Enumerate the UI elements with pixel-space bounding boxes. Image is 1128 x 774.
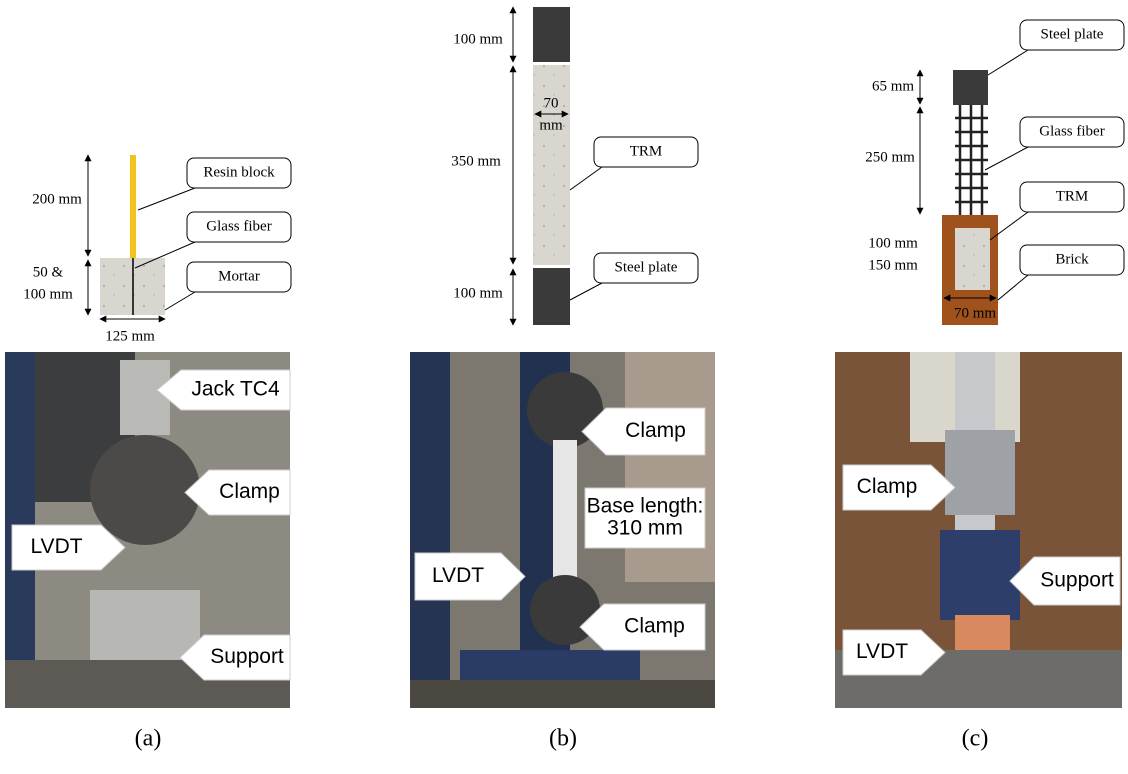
dimension-label: 200 mm	[32, 191, 82, 207]
photo-label: LVDT	[432, 564, 484, 587]
diagram-b	[513, 7, 570, 325]
callout-label: TRM	[1056, 188, 1089, 204]
callout-leader	[988, 50, 1028, 75]
callout-leader	[138, 188, 195, 210]
callout-leader	[570, 167, 602, 190]
dimension-label: 150 mm	[868, 257, 918, 273]
figure: 200 mm 50 & 100 mm 125 mm Resin block Glass f…	[0, 0, 1128, 774]
photo-label: Jack TC4	[191, 378, 280, 401]
dimension-label: 65 mm	[872, 78, 914, 94]
photo-label: Clamp	[624, 615, 685, 638]
photo-label: Support	[1040, 569, 1114, 592]
dimension-label: 100 mm	[23, 286, 73, 302]
callout-label: Glass fiber	[1039, 123, 1104, 139]
caption: (a)	[135, 726, 162, 752]
dimension-label: 100 mm	[453, 285, 503, 301]
callout-leader	[570, 283, 602, 300]
photo-label: 310 mm	[607, 517, 683, 540]
photo-label: Clamp	[857, 475, 918, 498]
dimension-label: 100 mm	[868, 235, 918, 251]
dimension-label: 50 &	[33, 264, 64, 280]
photo-label: Clamp	[625, 419, 686, 442]
callout-label: Steel plate	[1041, 26, 1104, 42]
dimension-label: mm	[539, 117, 563, 133]
caption: (c)	[962, 726, 989, 752]
diagram-a	[88, 155, 165, 319]
photo-label: LVDT	[856, 640, 908, 663]
dimension-label: 250 mm	[865, 149, 915, 165]
callout-label: Resin block	[203, 164, 275, 180]
diagram-c	[920, 70, 998, 325]
photo-label: LVDT	[30, 535, 82, 558]
dimension-label: 70	[544, 95, 559, 111]
callout-label: Steel plate	[615, 259, 678, 275]
dimension-label: 125 mm	[105, 328, 155, 344]
dimension-label: 350 mm	[451, 153, 501, 169]
dimension-label: 100 mm	[453, 31, 503, 47]
dimension-label: 70 mm	[954, 305, 996, 321]
callout-leader	[165, 292, 195, 310]
photo-label: Support	[210, 645, 284, 668]
callout-label: TRM	[630, 143, 663, 159]
callout-label: Mortar	[218, 268, 260, 284]
callout-label: Glass fiber	[206, 218, 271, 234]
callout-leader	[985, 147, 1028, 170]
callout-leader	[998, 275, 1028, 300]
callout-label: Brick	[1055, 251, 1089, 267]
photo-label: Base length:	[587, 495, 704, 518]
caption: (b)	[549, 726, 577, 752]
photo-label: Clamp	[219, 480, 280, 503]
